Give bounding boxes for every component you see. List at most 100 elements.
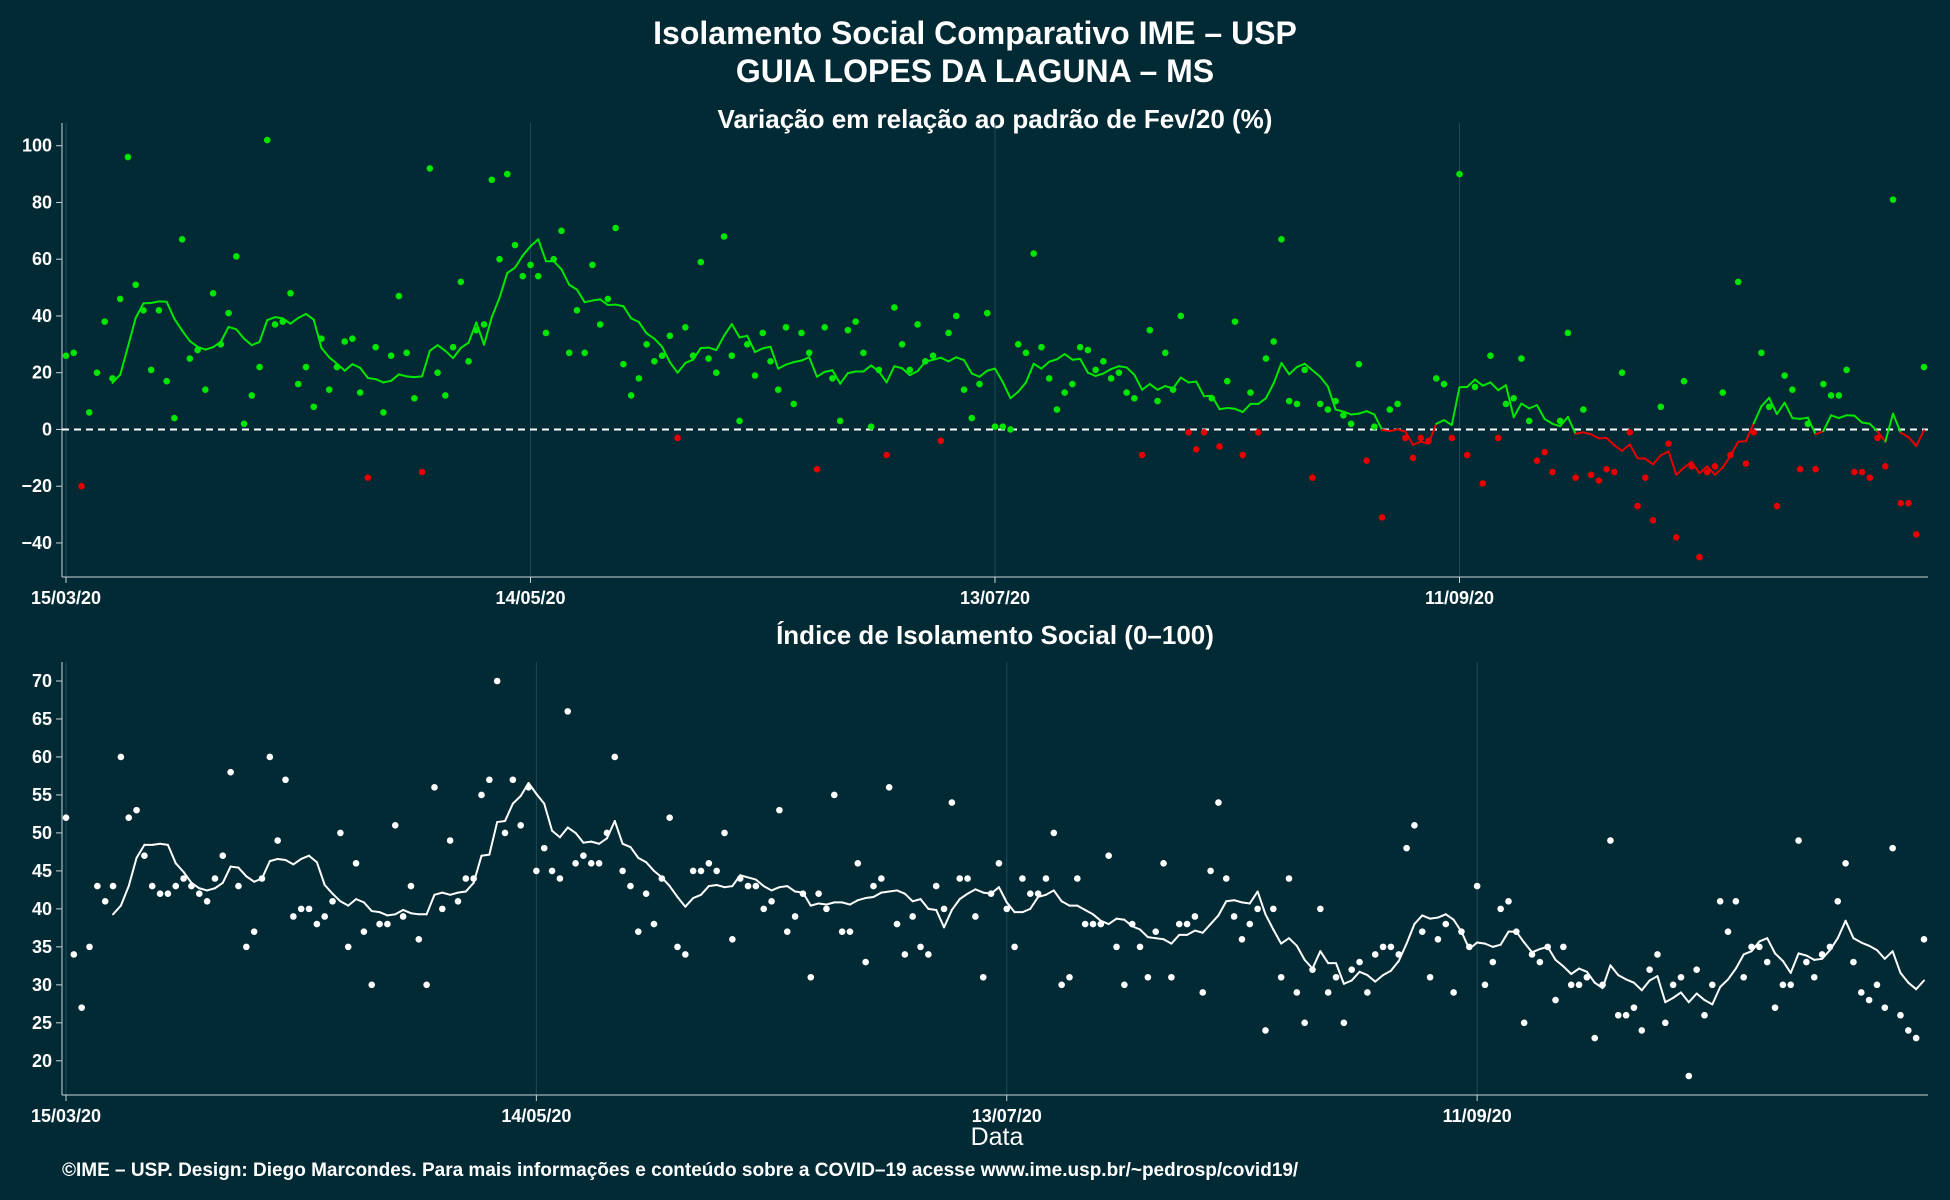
moving-average-segment <box>359 366 369 379</box>
moving-average-segment <box>1758 937 1769 943</box>
data-point <box>1630 1004 1638 1011</box>
data-point <box>1518 355 1525 362</box>
data-point <box>1409 454 1417 462</box>
data-point <box>619 867 626 875</box>
moving-average-segment <box>1311 950 1322 970</box>
moving-average-segment <box>1148 383 1159 391</box>
data-point <box>1340 1019 1348 1027</box>
data-point <box>341 338 349 345</box>
data-point <box>1560 943 1567 951</box>
moving-average-segment <box>1473 378 1484 387</box>
moving-average-segment <box>1566 415 1577 435</box>
moving-average-segment <box>1806 416 1817 436</box>
y-tick-label: 60 <box>32 747 52 767</box>
moving-average-segment <box>880 890 891 894</box>
moving-average-segment <box>237 866 248 878</box>
moving-average-segment <box>1117 365 1128 369</box>
moving-average-segment <box>151 842 162 846</box>
moving-average-segment <box>1110 365 1120 371</box>
moving-average-segment <box>885 365 896 384</box>
data-point <box>1317 905 1324 913</box>
data-point <box>1417 434 1425 442</box>
moving-average-segment <box>1217 900 1228 917</box>
data-point <box>1622 1011 1630 1019</box>
data-point <box>1097 920 1105 928</box>
data-point <box>147 366 155 374</box>
data-point <box>1920 935 1928 943</box>
moving-average-segment <box>1892 412 1902 434</box>
data-point <box>1803 958 1810 966</box>
moving-average-segment <box>366 376 377 381</box>
data-point <box>1199 989 1207 996</box>
data-point <box>235 882 242 890</box>
moving-average-segment <box>730 323 741 339</box>
data-point <box>798 329 805 337</box>
moving-average-segment <box>1256 890 1267 916</box>
data-point <box>478 791 485 799</box>
data-point <box>180 875 187 882</box>
moving-average-segment <box>1679 991 1690 1004</box>
title-line2: GUIA LOPES DA LAGUNA – MS <box>736 53 1214 89</box>
moving-average-segment <box>483 316 493 346</box>
moving-average-segment <box>970 372 981 378</box>
moving-average-segment <box>1766 937 1777 955</box>
moving-average-segment <box>1102 368 1113 375</box>
data-point <box>1827 392 1835 399</box>
data-point <box>1740 973 1747 981</box>
data-point <box>635 375 643 382</box>
moving-average-segment <box>1141 383 1151 391</box>
data-point <box>815 890 822 897</box>
moving-average-segment <box>1899 971 1910 984</box>
data-point <box>297 905 305 913</box>
moving-average-segment <box>1562 965 1573 975</box>
title-line1: Isolamento Social Comparativo IME – USP <box>653 15 1297 51</box>
moving-average-segment <box>1115 917 1126 921</box>
chart-title: Índice de Isolamento Social (0–100) <box>776 620 1214 650</box>
moving-average-segment <box>1512 402 1523 419</box>
data-point <box>337 829 344 837</box>
data-point <box>1262 1027 1269 1034</box>
data-point <box>219 852 227 860</box>
moving-average-segment <box>1703 999 1714 1006</box>
moving-average-segment <box>1617 974 1628 981</box>
moving-average-segment <box>1836 919 1847 940</box>
moving-average-segment <box>558 826 569 839</box>
data-point <box>956 875 964 882</box>
data-point <box>805 349 813 357</box>
moving-average-segment <box>268 857 279 863</box>
data-point <box>1716 897 1724 905</box>
data-point <box>1131 394 1138 402</box>
moving-average-segment <box>490 296 501 319</box>
data-point <box>1787 981 1795 989</box>
data-point <box>844 326 852 334</box>
data-point <box>1850 958 1857 966</box>
moving-average-segment <box>1405 923 1416 945</box>
moving-average-segment <box>1342 410 1353 416</box>
data-point <box>1654 951 1661 958</box>
moving-average-segment <box>339 900 350 907</box>
data-point <box>972 913 979 920</box>
moving-average-segment <box>653 337 664 348</box>
data-point <box>1105 852 1112 860</box>
data-point <box>1458 928 1465 935</box>
data-point <box>415 935 423 943</box>
data-point <box>140 306 147 314</box>
moving-average-segment <box>927 907 938 911</box>
data-point <box>1711 463 1719 470</box>
moving-average-segment <box>1170 933 1181 945</box>
moving-average-segment <box>351 363 362 369</box>
moving-average-segment <box>1060 900 1071 907</box>
moving-average-segment <box>1554 958 1565 968</box>
data-point <box>979 973 987 981</box>
moving-average-segment <box>1813 957 1824 961</box>
moving-average-segment <box>1499 930 1510 946</box>
moving-average-segment <box>343 363 354 372</box>
data-point <box>527 261 534 269</box>
moving-average-segment <box>119 885 130 907</box>
data-point <box>1175 920 1183 928</box>
moving-average-segment <box>1543 417 1554 425</box>
moving-average-segment <box>754 878 765 888</box>
data-point <box>1552 996 1559 1004</box>
data-point <box>1277 973 1285 981</box>
data-point <box>101 897 109 905</box>
